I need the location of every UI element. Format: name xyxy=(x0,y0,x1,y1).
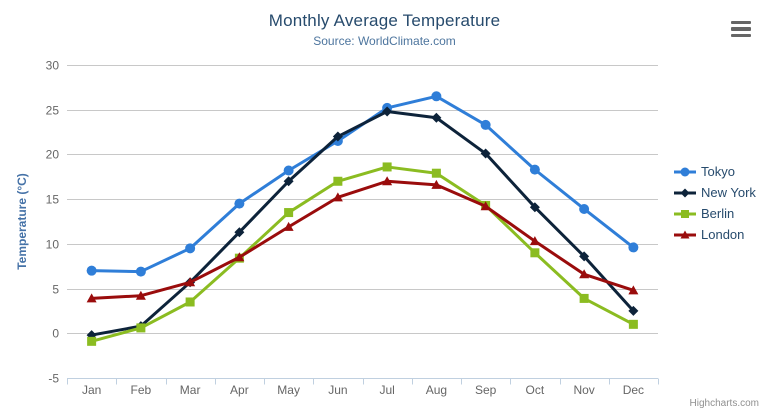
x-axis-label: Jun xyxy=(328,383,347,397)
hamburger-icon xyxy=(731,21,751,25)
series-london[interactable] xyxy=(86,176,639,303)
square-icon[interactable] xyxy=(681,209,689,218)
triangle-icon[interactable] xyxy=(680,230,690,238)
data-point-tokyo[interactable] xyxy=(86,265,97,276)
legend-item-tokyo[interactable]: Tokyo xyxy=(674,161,756,182)
export-menu-button[interactable] xyxy=(731,21,751,37)
data-point-new-york[interactable] xyxy=(382,106,393,117)
data-point-berlin[interactable] xyxy=(530,248,540,258)
hamburger-icon xyxy=(731,27,751,31)
data-point-new-york[interactable] xyxy=(234,227,245,238)
hamburger-icon xyxy=(731,33,751,37)
series-new-york[interactable] xyxy=(86,106,639,341)
y-axis-label: 10 xyxy=(46,238,60,252)
data-point-new-york[interactable] xyxy=(283,176,294,187)
data-point-new-york[interactable] xyxy=(480,148,491,159)
data-point-berlin[interactable] xyxy=(136,323,146,333)
y-axis-label: -5 xyxy=(48,372,59,386)
data-point-tokyo[interactable] xyxy=(234,198,245,209)
series-tokyo[interactable] xyxy=(86,91,639,277)
data-point-tokyo[interactable] xyxy=(628,242,639,253)
data-point-new-york[interactable] xyxy=(332,131,343,142)
data-point-new-york[interactable] xyxy=(628,305,639,316)
legend-label: New York xyxy=(701,185,756,200)
y-axis-label: 5 xyxy=(52,283,59,297)
x-axis-label: Oct xyxy=(526,383,545,397)
series-line-berlin[interactable] xyxy=(90,165,635,343)
data-point-tokyo[interactable] xyxy=(480,119,491,130)
data-point-berlin[interactable] xyxy=(87,336,97,346)
data-point-tokyo[interactable] xyxy=(135,266,146,277)
series-line-london[interactable] xyxy=(90,179,635,300)
data-point-berlin[interactable] xyxy=(284,208,294,218)
data-point-berlin[interactable] xyxy=(185,297,195,307)
data-point-london[interactable] xyxy=(135,290,146,300)
chart-title: Monthly Average Temperature xyxy=(268,11,501,30)
data-point-new-york[interactable] xyxy=(529,202,540,213)
x-axis-label: May xyxy=(277,383,300,397)
chart-subtitle: Source: WorldClimate.com xyxy=(313,34,456,48)
legend-item-new-york[interactable]: New York xyxy=(674,182,756,203)
data-point-london[interactable] xyxy=(382,176,393,186)
data-point-new-york[interactable] xyxy=(579,251,590,262)
data-point-tokyo[interactable] xyxy=(529,164,540,175)
data-point-berlin[interactable] xyxy=(431,168,441,178)
data-point-london[interactable] xyxy=(529,236,540,246)
y-axis-label: 30 xyxy=(46,59,60,73)
data-point-london[interactable] xyxy=(86,293,97,303)
data-point-berlin[interactable] xyxy=(579,293,589,303)
y-axis-label: 15 xyxy=(46,193,60,207)
legend-label: Tokyo xyxy=(701,164,735,179)
data-point-berlin[interactable] xyxy=(382,162,392,172)
x-axis-label: Aug xyxy=(426,383,447,397)
x-axis-label: Mar xyxy=(180,383,201,397)
data-point-london[interactable] xyxy=(234,252,245,262)
data-point-new-york[interactable] xyxy=(431,112,442,123)
triangle-icon xyxy=(674,230,696,238)
data-point-london[interactable] xyxy=(431,179,442,189)
x-axis-label: Dec xyxy=(623,383,644,397)
diamond-icon[interactable] xyxy=(680,188,690,197)
x-axis-label: Jan xyxy=(82,383,101,397)
data-point-london[interactable] xyxy=(283,221,294,231)
x-axis-label: Feb xyxy=(131,383,152,397)
data-point-london[interactable] xyxy=(628,285,639,295)
diamond-icon xyxy=(674,188,696,197)
legend: Tokyo New York Berlin London xyxy=(674,161,756,245)
data-point-london[interactable] xyxy=(185,277,196,287)
series-line-new-york[interactable] xyxy=(90,110,635,337)
data-point-berlin[interactable] xyxy=(333,176,343,186)
data-point-tokyo[interactable] xyxy=(185,243,196,254)
x-axis-label: Apr xyxy=(230,383,249,397)
x-axis-label: Nov xyxy=(573,383,594,397)
data-point-tokyo[interactable] xyxy=(579,203,590,214)
data-point-london[interactable] xyxy=(579,269,590,279)
y-axis-label: 25 xyxy=(46,104,60,118)
legend-item-london[interactable]: London xyxy=(674,224,756,245)
circle-icon xyxy=(674,167,696,176)
x-axis-label: Jul xyxy=(379,383,394,397)
square-icon xyxy=(674,209,696,218)
data-point-berlin[interactable] xyxy=(628,319,638,329)
credits-link[interactable]: Highcharts.com xyxy=(689,398,759,409)
x-axis-label: Sep xyxy=(475,383,497,397)
y-axis-label: 20 xyxy=(46,148,60,162)
legend-label: Berlin xyxy=(701,206,735,221)
data-point-tokyo[interactable] xyxy=(431,91,442,102)
data-point-london[interactable] xyxy=(332,192,343,202)
legend-label: London xyxy=(701,227,745,242)
legend-item-berlin[interactable]: Berlin xyxy=(674,203,756,224)
circle-icon[interactable] xyxy=(680,167,690,176)
data-point-tokyo[interactable] xyxy=(283,165,294,176)
data-point-london[interactable] xyxy=(480,201,491,211)
y-axis-title: Temperature (°C) xyxy=(15,173,29,270)
y-axis-label: 0 xyxy=(52,327,59,341)
